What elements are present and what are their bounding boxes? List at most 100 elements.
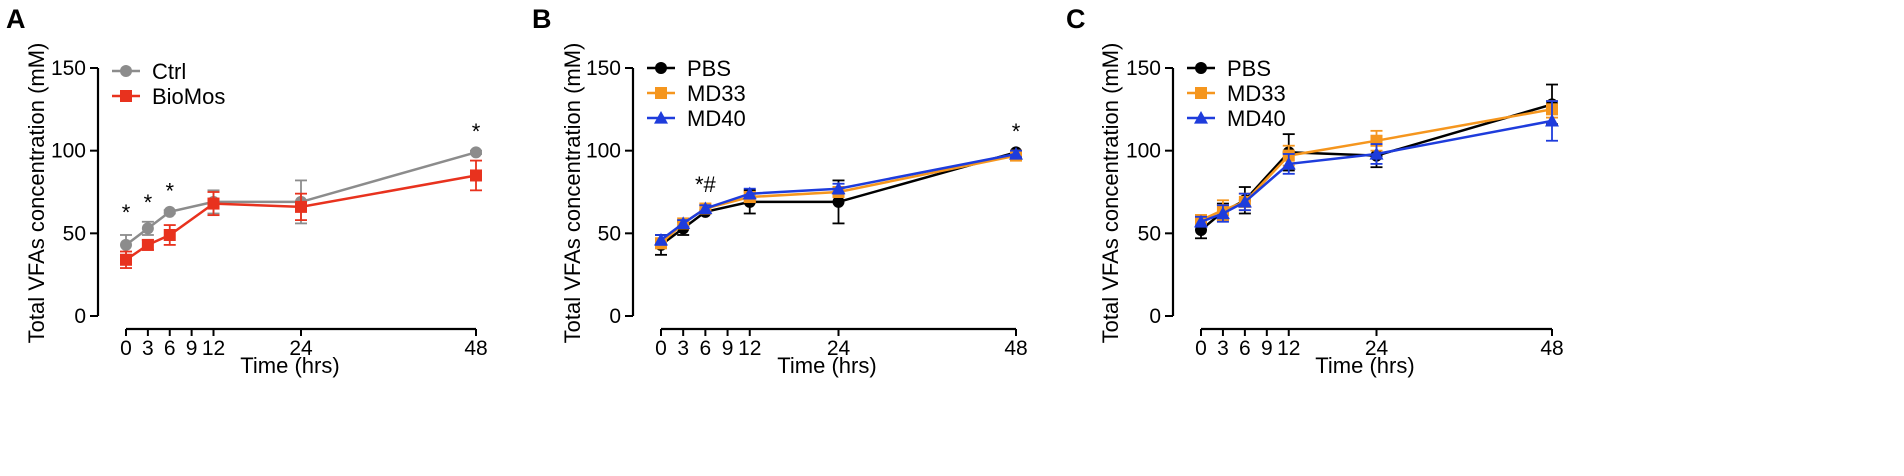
y-tick-label: 50 — [1138, 222, 1161, 245]
panel-b-annotations: *# * — [695, 119, 1021, 197]
x-tick-label: 12 — [738, 337, 761, 360]
significance-mark: *# — [695, 172, 717, 197]
legend-label: BioMos — [152, 84, 225, 109]
x-tick-label: 24 — [827, 337, 851, 360]
y-tick-label: 150 — [51, 57, 86, 80]
data-point-md40 — [676, 216, 691, 230]
data-point-md40 — [1194, 214, 1208, 228]
significance-mark: * — [144, 190, 153, 215]
panel-b-y-axis-label: Total VFAs concentration (mM) — [560, 43, 585, 344]
panel-letter-b: B — [532, 4, 552, 34]
x-tick-label: 24 — [1365, 337, 1389, 360]
data-point-ctrl — [163, 205, 176, 218]
legend-marker — [1195, 62, 1207, 74]
legend-marker — [120, 65, 132, 77]
x-tick-label: 24 — [289, 337, 313, 360]
legend-marker — [655, 87, 667, 99]
legend-label: PBS — [687, 56, 731, 81]
data-point-biomos — [141, 238, 154, 251]
data-point-md40 — [1215, 206, 1230, 220]
x-tick-label: 48 — [1540, 337, 1563, 360]
panel-letter-c: C — [1066, 4, 1086, 34]
x-tick-label: 3 — [1217, 337, 1229, 360]
legend-label: MD33 — [1227, 81, 1286, 106]
panel-c-x-axis-label: Time (hrs) — [1315, 353, 1414, 378]
y-tick-label: 100 — [1126, 140, 1161, 163]
legend-marker — [1195, 87, 1207, 99]
y-tick-label: 0 — [74, 305, 86, 328]
x-tick-label: 0 — [120, 337, 132, 360]
data-point-md40 — [1281, 156, 1296, 170]
legend-marker — [655, 62, 667, 74]
x-tick-label: 6 — [700, 337, 712, 360]
significance-mark: * — [472, 119, 481, 144]
x-tick-label: 6 — [1239, 337, 1251, 360]
x-tick-label: 48 — [1004, 337, 1027, 360]
y-tick-label: 0 — [1149, 305, 1161, 328]
x-tick-label: 9 — [1261, 337, 1273, 360]
x-tick-label: 0 — [655, 337, 667, 360]
x-tick-label: 12 — [202, 337, 225, 360]
data-point-md40 — [698, 201, 713, 215]
legend-label: PBS — [1227, 56, 1271, 81]
data-point-biomos — [163, 228, 176, 241]
legend-label: MD40 — [1227, 106, 1286, 131]
x-tick-label: 12 — [1277, 337, 1300, 360]
legend-marker — [120, 90, 132, 102]
data-point-md40 — [1545, 113, 1559, 127]
significance-mark: * — [122, 200, 131, 225]
data-point-md40 — [831, 181, 846, 195]
panel-a-series — [120, 146, 482, 269]
panel-b-series — [654, 146, 1023, 256]
data-point-biomos — [295, 200, 307, 213]
y-tick-label: 0 — [609, 305, 621, 328]
x-tick-label: 9 — [186, 337, 198, 360]
data-point-md40 — [1237, 194, 1252, 208]
legend-label: Ctrl — [152, 59, 186, 84]
data-point-ctrl — [120, 238, 132, 251]
y-tick-label: 100 — [586, 140, 621, 163]
y-tick-label: 50 — [598, 222, 621, 245]
y-tick-label: 100 — [51, 140, 86, 163]
x-tick-label: 48 — [464, 337, 487, 360]
data-point-biomos — [207, 197, 220, 210]
y-tick-label: 150 — [586, 57, 621, 80]
panel-c-series — [1194, 83, 1559, 240]
x-tick-label: 3 — [677, 337, 689, 360]
x-tick-label: 9 — [722, 337, 734, 360]
panel-b-x-axis-label: Time (hrs) — [777, 353, 876, 378]
x-tick-label: 6 — [164, 337, 176, 360]
significance-mark: * — [165, 179, 174, 204]
data-point-md40 — [1369, 146, 1384, 160]
y-tick-label: 150 — [1126, 57, 1161, 80]
panel-letter-a: A — [6, 4, 26, 34]
data-point-biomos — [120, 253, 132, 266]
data-point-md40 — [654, 232, 668, 246]
legend-marker — [1194, 111, 1208, 124]
x-tick-label: 0 — [1195, 337, 1207, 360]
panel-a-y-axis-label: Total VFAs concentration (mM) — [24, 43, 49, 344]
panel-a-annotations: * * * * — [122, 119, 481, 225]
data-point-ctrl — [470, 146, 482, 159]
data-point-ctrl — [141, 222, 154, 235]
legend-label: MD40 — [687, 106, 746, 131]
data-point-md40 — [1009, 146, 1023, 160]
data-point-pbs — [832, 195, 845, 208]
y-tick-label: 50 — [63, 222, 86, 245]
data-point-md40 — [742, 186, 757, 200]
x-tick-label: 3 — [142, 337, 154, 360]
data-point-biomos — [470, 169, 482, 182]
legend-marker — [654, 111, 668, 124]
panel-c-y-axis-label: Total VFAs concentration (mM) — [1098, 43, 1123, 344]
panel-a-x-axis-label: Time (hrs) — [240, 353, 339, 378]
